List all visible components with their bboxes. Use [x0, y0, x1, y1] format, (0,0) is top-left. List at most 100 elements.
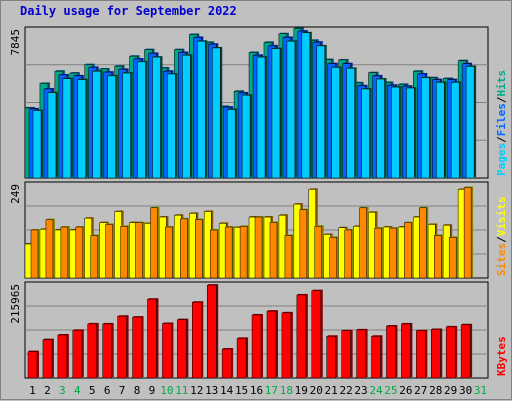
bar-kbytes-day-19 [296, 294, 307, 379]
bar-pages-day-13 [211, 47, 221, 179]
bar-kbytes-day-23 [356, 329, 366, 379]
bar-sites-day-27 [419, 207, 427, 279]
bar-pages-day-11 [182, 55, 191, 179]
bar-pages-day-29 [450, 82, 460, 179]
chart-title: Daily usage for September 2022 [20, 4, 237, 18]
legend-pages: Pages [495, 143, 508, 176]
bar-kbytes-day-3 [57, 334, 68, 379]
bar-pages-day-2 [47, 92, 57, 179]
bar-pages-day-23 [361, 88, 370, 179]
bar-sites-day-28 [434, 235, 442, 279]
bar-sites-day-15 [239, 226, 248, 279]
bar-sites-day-24 [374, 227, 382, 279]
bar-kbytes-day-28 [431, 329, 441, 379]
y-max-label-kbytes: 215965 [9, 284, 22, 324]
bar-pages-day-1 [32, 110, 42, 179]
x-tick-label-day-1: 1 [29, 384, 36, 397]
bar-kbytes-day-7 [117, 315, 127, 379]
y-max-label-sites-visits: 249 [9, 184, 22, 204]
bar-pages-day-20 [316, 45, 326, 179]
legend-kbytes: KBytes [495, 336, 508, 376]
legend-separator: / [495, 236, 508, 243]
bar-kbytes-day-12 [192, 301, 202, 379]
legend-files: Files [495, 103, 508, 136]
bar-kbytes-day-27 [416, 330, 426, 379]
bar-pages-day-4 [77, 79, 87, 179]
bar-kbytes-day-10 [162, 323, 172, 379]
legend-separator: / [495, 136, 508, 143]
x-tick-label-day-23: 23 [354, 384, 367, 397]
x-tick-label-day-15: 15 [235, 384, 248, 397]
legend-separator: / [495, 96, 508, 103]
bar-kbytes-day-14 [221, 348, 232, 379]
bar-kbytes-day-11 [177, 319, 187, 379]
x-tick-label-day-26: 26 [399, 384, 412, 397]
bar-sites-day-18 [284, 235, 293, 279]
bar-sites-day-5 [90, 235, 98, 279]
legend-visits: Visits [495, 197, 508, 237]
bar-pages-day-19 [301, 32, 311, 179]
bar-pages-day-17 [271, 48, 281, 179]
bar-pages-day-14 [226, 109, 236, 179]
bar-kbytes-day-18 [281, 312, 292, 379]
bar-sites-day-19 [299, 209, 308, 279]
x-tick-label-day-9: 9 [149, 384, 156, 397]
bar-pages-day-3 [62, 78, 72, 179]
x-tick-label-day-22: 22 [339, 384, 352, 397]
bar-sites-day-22 [344, 229, 352, 279]
bar-pages-day-28 [436, 82, 445, 179]
bar-sites-day-6 [105, 224, 113, 279]
bar-pages-day-8 [137, 61, 146, 179]
bar-sites-day-26 [404, 222, 412, 279]
bar-sites-day-21 [329, 237, 337, 279]
bar-sites-day-9 [150, 207, 158, 279]
bar-sites-day-4 [75, 226, 84, 279]
bar-sites-day-7 [120, 226, 128, 279]
y-max-label-pages-files-hits: 7845 [9, 29, 22, 56]
bar-sites-day-30 [463, 187, 472, 279]
bar-kbytes-day-30 [460, 324, 471, 379]
bar-kbytes-day-9 [147, 298, 157, 379]
x-tick-label-day-24: 24 [369, 384, 383, 397]
bar-kbytes-day-29 [445, 326, 456, 379]
bar-pages-day-6 [107, 75, 116, 179]
bar-pages-day-15 [241, 94, 251, 179]
bar-pages-day-24 [376, 78, 385, 179]
x-tick-label-day-17: 17 [265, 384, 278, 397]
bar-sites-day-10 [165, 226, 173, 279]
x-tick-label-day-7: 7 [119, 384, 126, 397]
bar-kbytes-day-13 [206, 284, 217, 379]
bar-pages-day-16 [256, 56, 266, 179]
x-tick-label-day-2: 2 [44, 384, 51, 397]
bar-pages-day-18 [286, 40, 296, 179]
bar-kbytes-day-24 [371, 336, 381, 379]
x-tick-label-day-11: 11 [175, 384, 188, 397]
x-tick-label-day-8: 8 [134, 384, 141, 397]
bar-pages-day-10 [167, 73, 176, 179]
x-tick-label-day-6: 6 [104, 384, 111, 397]
bar-kbytes-day-21 [326, 336, 336, 379]
legend-pages-files-hits: Pages/Files/Hits [495, 70, 508, 176]
bar-pages-day-25 [391, 86, 400, 179]
legend-hits: Hits [495, 70, 508, 97]
bar-sites-day-8 [135, 222, 143, 279]
bar-sites-day-3 [60, 226, 69, 279]
x-tick-label-day-27: 27 [414, 384, 427, 397]
x-tick-label-day-16: 16 [250, 384, 263, 397]
x-tick-label-day-18: 18 [280, 384, 293, 397]
bar-sites-day-29 [448, 237, 457, 279]
x-tick-label-day-25: 25 [384, 384, 397, 397]
x-tick-label-day-10: 10 [160, 384, 173, 397]
bar-kbytes-day-2 [42, 339, 53, 379]
x-tick-label-day-30: 30 [459, 384, 472, 397]
x-tick-label-day-29: 29 [444, 384, 457, 397]
bar-sites-day-23 [359, 207, 367, 279]
bar-kbytes-day-22 [341, 330, 351, 379]
bar-pages-day-22 [346, 68, 355, 179]
bar-kbytes-day-5 [87, 323, 97, 379]
x-tick-label-day-19: 19 [295, 384, 308, 397]
x-tick-label-day-14: 14 [220, 384, 234, 397]
bar-kbytes-day-1 [27, 351, 38, 379]
x-tick-label-day-28: 28 [429, 384, 442, 397]
bar-kbytes-day-4 [72, 330, 83, 379]
